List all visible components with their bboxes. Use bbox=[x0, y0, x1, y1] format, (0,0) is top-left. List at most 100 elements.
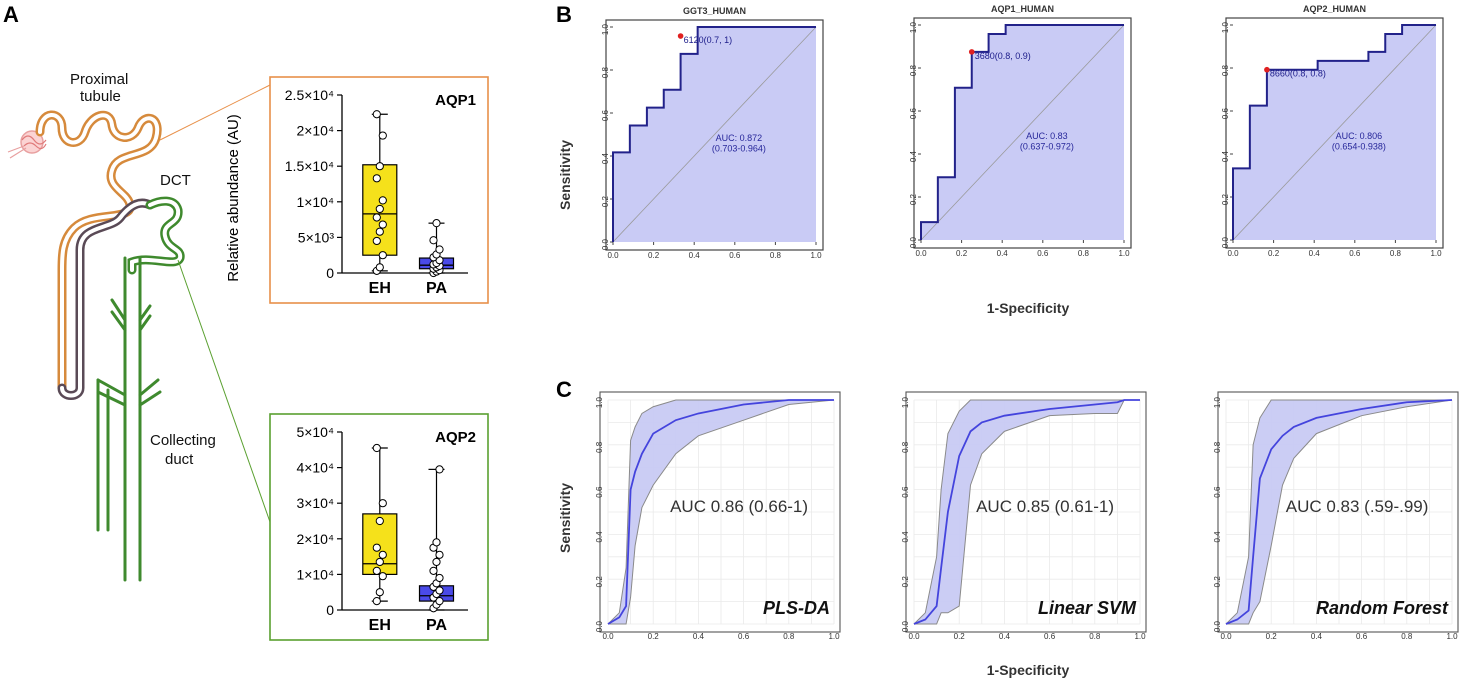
data-point bbox=[378, 499, 387, 508]
category-label-eh: EH bbox=[369, 617, 391, 634]
y-tick-label: 0.2 bbox=[909, 193, 918, 205]
x-tick-label: 0.8 bbox=[783, 632, 795, 641]
auc-label: AUC 0.85 (0.61-1) bbox=[976, 497, 1114, 516]
data-point bbox=[372, 443, 381, 453]
x-tick-label: 0.4 bbox=[999, 632, 1011, 641]
category-label-pa: PA bbox=[426, 617, 447, 634]
proximal-tubule-label-2: tubule bbox=[80, 88, 121, 105]
nephron-illustration bbox=[7, 84, 271, 582]
x-tick-label: 0.4 bbox=[997, 249, 1009, 258]
data-point bbox=[372, 566, 381, 575]
y-tick-label: 0.6 bbox=[601, 109, 610, 121]
model-name: Linear SVM bbox=[1038, 598, 1137, 618]
x-tick-label: 1.0 bbox=[1446, 632, 1458, 641]
data-point bbox=[378, 251, 387, 260]
aqp2-connector-line bbox=[177, 259, 271, 523]
auc-ci-label: (0.637-0.972) bbox=[1020, 142, 1074, 152]
upper-bound-line bbox=[913, 399, 1140, 625]
data-point bbox=[435, 245, 444, 254]
data-point bbox=[372, 174, 381, 183]
y-tick-label: 0.4 bbox=[601, 152, 610, 164]
y-tick-label: 1.0 bbox=[595, 396, 604, 408]
y-tick-label: 1.0 bbox=[601, 23, 610, 35]
aqp1-connector-line bbox=[159, 84, 271, 141]
x-tick-label: 0.2 bbox=[1266, 632, 1278, 641]
x-tick-label: 0.0 bbox=[908, 632, 920, 641]
data-point bbox=[375, 263, 384, 272]
data-point bbox=[435, 573, 444, 583]
y-tick-label: 1.0 bbox=[1213, 396, 1222, 408]
y-tick-label: 0.8 bbox=[1221, 64, 1230, 76]
auc-label: AUC: 0.872 bbox=[716, 133, 763, 143]
y-tick-label: 0.4 bbox=[1221, 150, 1230, 162]
panel-label-b: B bbox=[556, 2, 572, 27]
data-point bbox=[375, 204, 384, 214]
boxplot-title: AQP2 bbox=[435, 429, 476, 446]
confidence-band bbox=[608, 400, 834, 624]
roc-curve bbox=[920, 24, 1124, 240]
auc-label: AUC 0.86 (0.66-1) bbox=[670, 497, 808, 516]
y-tick-label: 1.0 bbox=[1221, 21, 1230, 33]
y-tick-label: 0.2 bbox=[601, 195, 610, 207]
cutoff-point bbox=[1264, 66, 1270, 73]
auc-label: AUC 0.83 (.59-.99) bbox=[1286, 497, 1429, 516]
y-tick-label: 0.6 bbox=[1221, 107, 1230, 119]
data-point bbox=[372, 213, 381, 222]
x-tick-label: 1.0 bbox=[828, 632, 840, 641]
data-point bbox=[378, 220, 387, 229]
data-point bbox=[375, 162, 384, 171]
data-point bbox=[429, 566, 438, 575]
y-tick-label: 3×10⁴ bbox=[296, 495, 334, 511]
x-tick-label: 0.0 bbox=[1220, 632, 1232, 641]
y-tick-label: 1×10⁴ bbox=[296, 566, 334, 582]
data-point bbox=[375, 588, 384, 597]
chart-title: GGT3_HUMAN bbox=[683, 6, 746, 16]
sensitivity-label-c: Sensitivity bbox=[557, 483, 573, 553]
data-point bbox=[375, 516, 384, 526]
data-point bbox=[432, 557, 441, 567]
x-tick-label: 0.0 bbox=[607, 251, 619, 260]
x-tick-label: 0.2 bbox=[954, 632, 966, 641]
x-tick-label: 1.0 bbox=[1430, 249, 1442, 258]
collecting-duct-label: Collecting bbox=[150, 432, 216, 449]
glomerulus-icon bbox=[7, 130, 47, 159]
y-tick-label: 0.2 bbox=[1221, 193, 1230, 205]
auc-label: AUC: 0.806 bbox=[1336, 131, 1383, 141]
dct-label: DCT bbox=[160, 172, 191, 189]
x-tick-label: 0.6 bbox=[1044, 632, 1056, 641]
x-tick-label: 0.6 bbox=[1037, 249, 1049, 258]
x-tick-label: 0.2 bbox=[648, 632, 660, 641]
diagonal-reference bbox=[612, 26, 817, 243]
y-tick-label: 1.5×10⁴ bbox=[285, 158, 334, 174]
sensitivity-label-b: Sensitivity bbox=[557, 140, 573, 210]
y-tick-label: 0.6 bbox=[901, 486, 910, 498]
x-tick-label: 1.0 bbox=[1134, 632, 1146, 641]
x-tick-label: 0.2 bbox=[1268, 249, 1280, 258]
x-tick-label: 0.0 bbox=[915, 249, 927, 258]
roc-curve bbox=[612, 26, 816, 242]
y-tick-label: 2.5×10⁴ bbox=[285, 87, 334, 103]
x-tick-label: 0.2 bbox=[648, 251, 660, 260]
aqp2-boxplot: 0 1×10⁴ 2×10⁴ 3×10⁴ 4×10⁴ 5×10⁴ AQP2 EH PA bbox=[296, 424, 476, 634]
x-tick-label: 0.8 bbox=[1401, 632, 1413, 641]
data-point bbox=[378, 131, 387, 140]
y-tick-label: 0.8 bbox=[909, 64, 918, 76]
data-point bbox=[435, 586, 444, 595]
data-point bbox=[378, 550, 387, 559]
data-point bbox=[429, 236, 438, 245]
y-tick-label: 4×10⁴ bbox=[296, 460, 334, 476]
cutoff-label: 3680(0.8, 0.9) bbox=[975, 51, 1031, 61]
diagonal-reference bbox=[920, 24, 1125, 241]
x-tick-label: 0.4 bbox=[689, 251, 701, 260]
data-point bbox=[375, 557, 384, 567]
x-tick-label: 0.8 bbox=[1089, 632, 1101, 641]
diagonal-reference bbox=[1232, 24, 1437, 241]
chart-title: AQP2_HUMAN bbox=[1303, 4, 1366, 14]
data-point bbox=[432, 219, 441, 228]
data-point bbox=[432, 538, 441, 547]
mean-roc-curve bbox=[1225, 399, 1453, 625]
y-tick-label: 2×10⁴ bbox=[296, 123, 334, 139]
roc-panel-b: GGT3_HUMAN 0.0 0.0 0.2 0.2 0.4 0.4 0.6 0.6 0.8 0.8… bbox=[601, 4, 1444, 260]
data-point bbox=[372, 110, 381, 119]
model-name: Random Forest bbox=[1316, 598, 1449, 618]
